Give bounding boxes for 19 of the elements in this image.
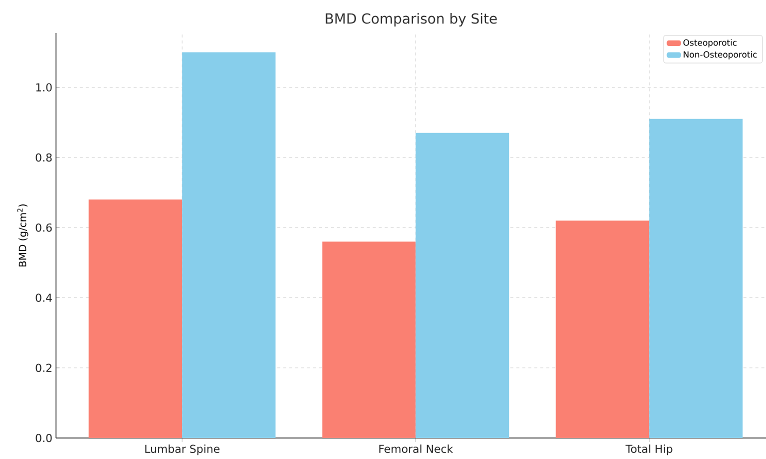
y-tick-label: 0.0 xyxy=(36,434,52,442)
legend-label: Osteoporotic xyxy=(683,39,737,48)
x-tick-label: Total Hip xyxy=(626,444,672,456)
y-tick-label: 1.0 xyxy=(36,83,52,92)
y-axis-title: BMD (g/cm$^{2}$) xyxy=(17,204,28,266)
x-tick-label: Lumbar Spine xyxy=(145,444,220,456)
legend-label: Non-Osteoporotic xyxy=(684,51,757,60)
bar xyxy=(649,118,743,438)
bar xyxy=(182,52,276,438)
bar xyxy=(322,242,416,438)
y-tick-label: 0.6 xyxy=(36,223,52,232)
x-tick-label: Femoral Neck xyxy=(379,444,454,453)
bar xyxy=(88,200,182,438)
bar xyxy=(416,132,510,438)
y-tick-label: 0.4 xyxy=(36,294,52,302)
y-tick-label: 0.8 xyxy=(36,153,52,162)
chart-title: BMD Comparison by Site xyxy=(326,12,497,26)
bar xyxy=(556,220,650,438)
y-tick-label: 0.2 xyxy=(36,364,52,372)
